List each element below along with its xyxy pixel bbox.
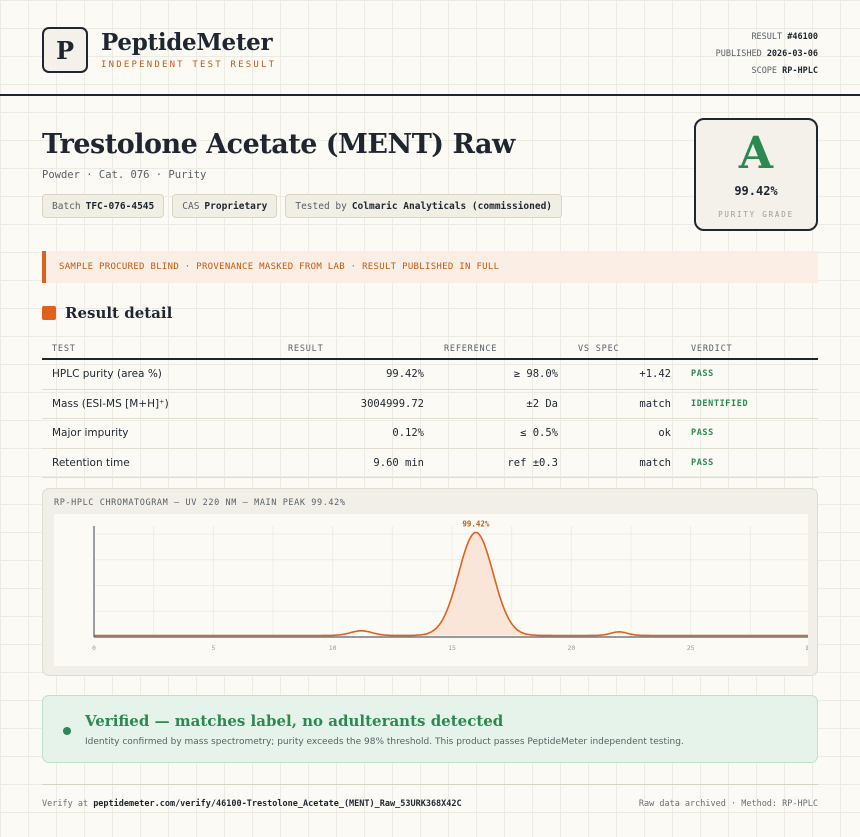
cell-vs-spec: +1.42	[639, 368, 671, 381]
col-test: TEST	[52, 343, 76, 354]
tested-by-chip: Tested by Colmaric Analyticals (commissio…	[285, 194, 563, 218]
col-reference: REFERENCE	[444, 343, 498, 354]
x-tick-label: 15	[448, 644, 456, 652]
cell-test: Major impurity	[52, 427, 129, 440]
purity-grade-card: A 99.42% PURITY GRADE	[694, 118, 818, 231]
x-tick-label: 5	[211, 644, 215, 652]
procurement-notice: SAMPLE PROCURED BLIND · PROVENANCE MASKE…	[42, 251, 818, 283]
section-header: Result detail	[42, 304, 172, 322]
col-vs-spec: VS SPEC	[578, 343, 620, 354]
section-title: Result detail	[65, 304, 173, 322]
table-row: Major impurity 0.12% ≤ 0.5% ok PASS	[42, 419, 818, 449]
footer-method: Raw data archived · Method: RP-HPLC	[638, 799, 818, 809]
col-result: RESULT	[288, 343, 324, 354]
table-row: HPLC purity (area %) 99.42% ≥ 98.0% +1.4…	[42, 360, 818, 390]
result-meta: RESULT #46100 PUBLISHED 2026-03-06 SCOPE…	[716, 29, 818, 80]
cell-vs-spec: ok	[658, 427, 671, 440]
cell-vs-spec: match	[639, 456, 671, 469]
verified-banner: Verified — matches label, no adulterants…	[42, 695, 818, 763]
footer: Verify at peptidemeter.com/verify/46100-…	[42, 784, 818, 809]
cell-test: Retention time	[52, 456, 130, 469]
result-table: TEST RESULT REFERENCE VS SPEC VERDICT HP…	[42, 339, 818, 478]
verified-subtitle: Identity confirmed by mass spectrometry;…	[85, 737, 684, 747]
peak-annotation: 99.42%	[462, 519, 490, 528]
verified-title: Verified — matches label, no adulterants…	[85, 712, 504, 730]
cell-verdict: PASS	[691, 457, 714, 468]
cell-reference: ≤ 0.5%	[520, 427, 558, 440]
verify-line: Verify at peptidemeter.com/verify/46100-…	[42, 799, 462, 809]
grade-label: PURITY GRADE	[718, 210, 794, 219]
cell-verdict: IDENTIFIED	[691, 398, 749, 409]
meta-result: RESULT #46100	[751, 32, 818, 42]
verify-link[interactable]: peptidemeter.com/verify/46100-Trestolone…	[93, 799, 462, 809]
chromatogram-card: RP-HPLC CHROMATOGRAM — UV 220 NM — MAIN …	[42, 488, 818, 676]
cell-verdict: PASS	[691, 428, 714, 439]
main-peak-fill	[424, 532, 527, 636]
product-subtitle: Powder · Cat. 076 · Purity	[42, 169, 207, 181]
logo-mark: P	[42, 27, 88, 73]
grade-letter: A	[738, 128, 774, 179]
meta-scope: SCOPE RP-HPLC	[751, 66, 818, 76]
meta-published: PUBLISHED 2026-03-06	[715, 49, 818, 59]
brand-name: PeptideMeter	[101, 29, 273, 56]
x-unit-label: min	[806, 644, 808, 652]
verified-dot-icon	[63, 727, 71, 735]
batch-chip: Batch TFC-076-4545	[42, 194, 165, 218]
cell-reference: ≥ 98.0%	[513, 368, 558, 381]
plot-background	[54, 514, 808, 666]
x-tick-label: 0	[92, 644, 96, 652]
cell-reference: ±2 Da	[526, 397, 558, 410]
cell-vs-spec: match	[639, 397, 671, 410]
cell-verdict: PASS	[691, 369, 714, 380]
chart-title: RP-HPLC CHROMATOGRAM — UV 220 NM — MAIN …	[54, 498, 346, 508]
cell-result: 0.12%	[392, 427, 424, 440]
col-verdict: VERDICT	[691, 343, 733, 354]
header: P PeptideMeter INDEPENDENT TEST RESULT R…	[0, 0, 860, 96]
product-chips: Batch TFC-076-4545 CAS Proprietary Tested …	[42, 194, 563, 218]
table-row: Mass (ESI-MS [M+H]⁺) 3004999.72 ±2 Da ma…	[42, 390, 818, 419]
table-row: Retention time 9.60 min ref ±0.3 match P…	[42, 449, 818, 478]
chromatogram-line	[94, 531, 808, 637]
cell-result: 9.60 min	[373, 456, 424, 469]
grade-value: 99.42%	[734, 184, 778, 198]
cell-result: 3004999.72	[360, 397, 424, 410]
x-tick-label: 30	[806, 644, 808, 652]
product-title: Trestolone Acetate (MENT) Raw	[42, 129, 515, 160]
table-header: TEST RESULT REFERENCE VS SPEC VERDICT	[42, 339, 818, 360]
cell-reference: ref ±0.3	[507, 456, 558, 469]
brand-tagline: INDEPENDENT TEST RESULT	[101, 60, 277, 70]
section-marker-icon	[42, 306, 56, 320]
chromatogram-chart: 0 5 10 15 20 25 30min 99.42%	[54, 514, 808, 666]
cell-test: Mass (ESI-MS [M+H]⁺)	[52, 397, 169, 410]
x-tick-label: 20	[567, 644, 575, 652]
cas-chip: CAS Proprietary	[172, 194, 278, 218]
cell-result: 99.42%	[386, 368, 424, 381]
x-tick-label: 25	[687, 644, 695, 652]
x-tick-label: 10	[329, 644, 337, 652]
cell-test: HPLC purity (area %)	[52, 368, 162, 381]
